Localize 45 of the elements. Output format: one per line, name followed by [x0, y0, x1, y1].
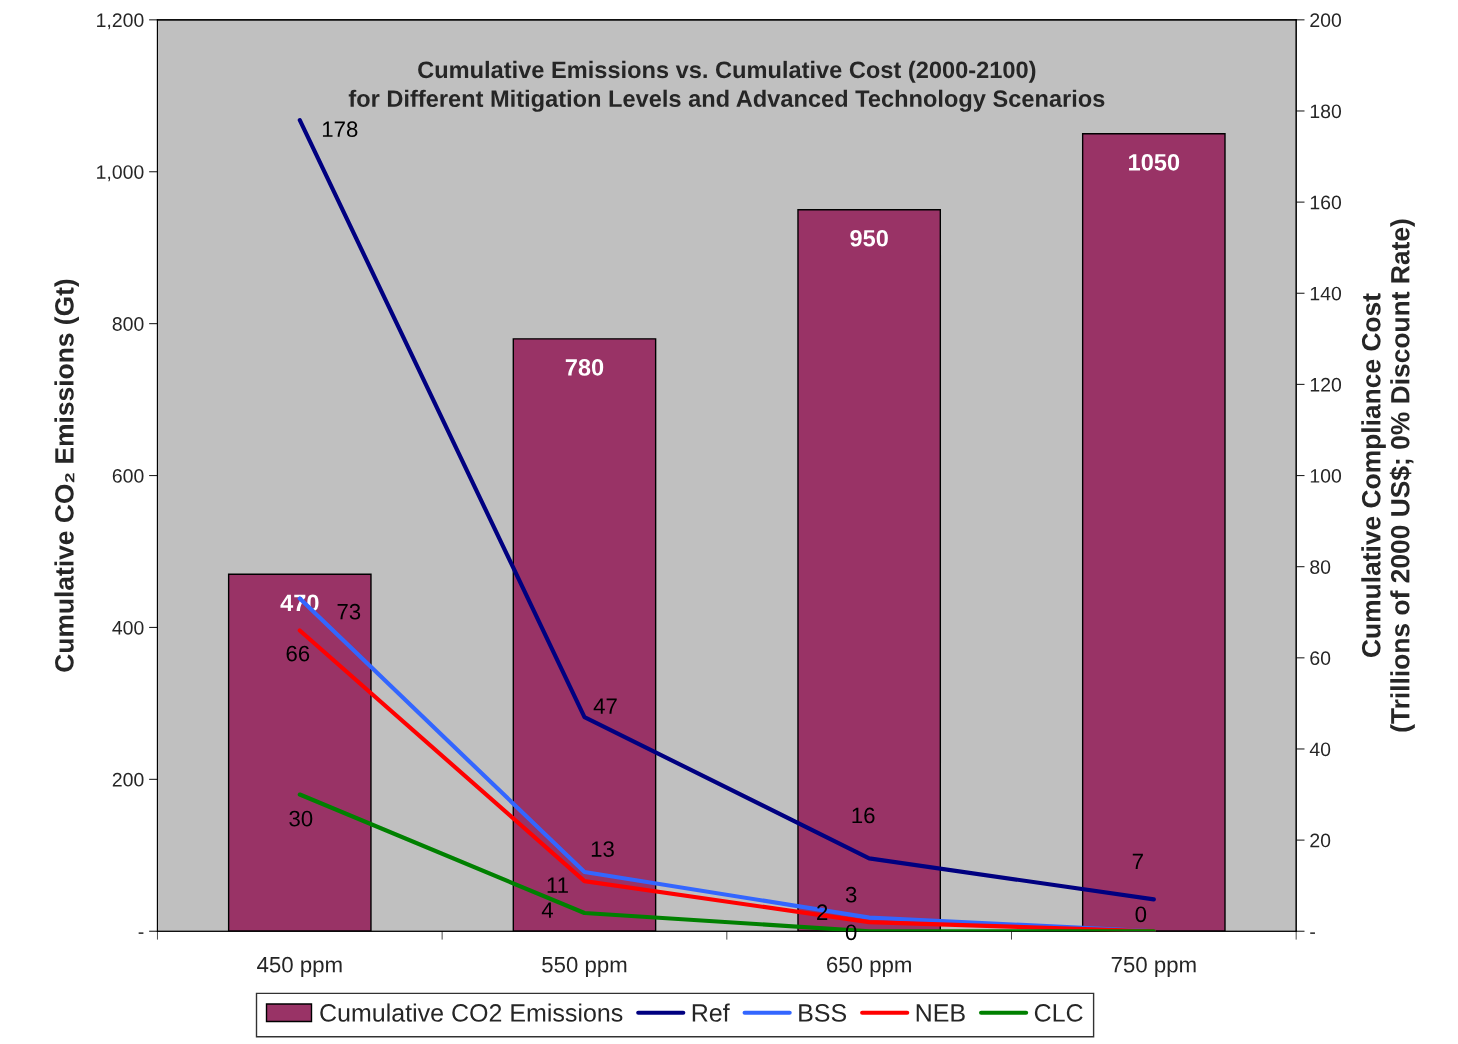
y-tick-label: 400: [112, 620, 144, 635]
data-label: 30: [289, 810, 313, 827]
data-label: 66: [286, 645, 310, 662]
y2-tick-label: 20: [1310, 833, 1331, 848]
legend-label: NEB: [916, 1004, 965, 1022]
y-tick-label: 1,200: [97, 13, 144, 30]
data-label: 11: [547, 877, 568, 893]
data-label: 47: [593, 698, 617, 714]
legend-label: CLC: [1034, 1004, 1083, 1022]
y2-tick-label: -: [1310, 932, 1315, 934]
y2-tick-label: 200: [1310, 13, 1342, 28]
x-tick-label: 450 ppm: [257, 956, 342, 977]
data-label: 7: [1132, 853, 1143, 870]
data-label: 780: [565, 359, 604, 376]
y2-tick-label: 180: [1310, 104, 1342, 119]
data-label: 73: [337, 603, 361, 620]
y-axis-title: Cumulative CO₂ Emissions (Gt): [54, 279, 79, 672]
data-label: 4: [541, 902, 554, 918]
legend-label: Ref: [692, 1003, 730, 1022]
data-label: 950: [850, 229, 888, 247]
y-tick-label: 800: [112, 317, 144, 331]
y2-tick-label: 140: [1310, 286, 1342, 301]
data-label: 1050: [1129, 153, 1180, 171]
y2-tick-label: 120: [1310, 377, 1342, 392]
data-label: 3: [845, 886, 857, 903]
y2-tick-label: 60: [1310, 651, 1331, 666]
y-tick-label: 1,000: [97, 165, 144, 182]
x-tick-label: 650 ppm: [827, 956, 911, 977]
legend-label: BSS: [799, 1004, 847, 1022]
y-tick-label: 600: [112, 469, 144, 483]
x-tick-label: 750 ppm: [1111, 956, 1196, 977]
y2-tick-label: 80: [1310, 560, 1331, 574]
data-label: 16: [852, 807, 875, 824]
y-tick-label: -: [138, 932, 144, 934]
y2-axis-title: Cumulative Compliance Cost (Trillions of 2000 US$; 0% Discount Rate): [1361, 219, 1415, 732]
x-tick-label: 550 ppm: [542, 956, 627, 977]
y2-tick-label: 160: [1310, 195, 1342, 210]
y2-tick-label: 40: [1309, 742, 1331, 757]
y-tick-label: 200: [112, 772, 144, 787]
data-label: 13: [591, 841, 614, 857]
legend-label: Cumulative CO2 Emissions: [320, 1003, 623, 1022]
text: Cumulative Emissions vs. Cumulative Cost (2000-2100) for Different Mitigation Levels and Advanced Technology Scenarios: [348, 60, 1105, 112]
data-label: 178: [322, 121, 358, 138]
y2-tick-label: 100: [1310, 469, 1342, 483]
data-label: 0: [1135, 906, 1147, 923]
